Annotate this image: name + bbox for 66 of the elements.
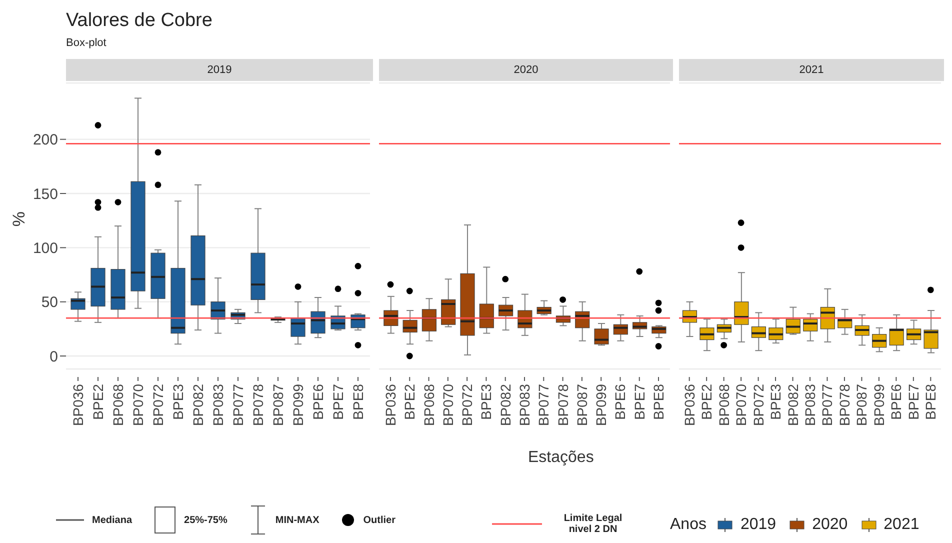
x-tick-label: BP087	[574, 384, 590, 426]
text: Mediana	[92, 514, 132, 526]
x-tick-label: BP068	[420, 384, 437, 426]
text: 2021	[799, 64, 824, 76]
x-tick-label: BPE7	[905, 384, 922, 420]
x-tick-label: BPE6	[310, 384, 326, 420]
chart-title: Valores de Cobre	[66, 10, 212, 32]
x-tick-label: BPE3	[170, 384, 186, 420]
x-tick-label: BP083	[802, 384, 818, 426]
x-tick-label: BP070	[733, 384, 750, 426]
legend-label: Limite Legal nivel 2 DN	[562, 513, 624, 535]
text: MIN-MAX	[275, 514, 320, 526]
x-tick-label: BP099	[290, 384, 306, 426]
legend-label: 2020	[812, 516, 848, 534]
y-tick-label: 200	[32, 132, 58, 149]
y-tick-label: 100	[32, 240, 58, 257]
x-tick-label: BP070	[440, 384, 456, 426]
y-tick-label: 50	[41, 294, 58, 312]
x-tick-label: BP072	[150, 384, 166, 426]
x-tick-label: BPE8	[350, 384, 366, 420]
x-tick-label: BP083	[210, 384, 226, 426]
x-tick-label: BPE7	[631, 384, 648, 420]
x-tick-label: BPE8	[922, 384, 939, 420]
x-tick-label: BP077	[230, 384, 246, 426]
chart-subtitle: Box-plot	[66, 37, 106, 49]
text: Outlier	[363, 514, 396, 526]
text: 2019	[207, 64, 232, 76]
x-tick-label: BP072	[750, 384, 766, 426]
y-tick-label: 0	[50, 348, 58, 366]
y-axis-title: %	[10, 211, 30, 227]
x-tick-label: BP068	[716, 384, 732, 426]
x-tick-label: BP036	[382, 384, 398, 426]
x-tick-label: BPE3	[768, 384, 784, 420]
x-tick-label: BPE6	[612, 384, 628, 420]
x-tick-label: BP099	[593, 384, 610, 426]
x-axis-title: Estações	[528, 449, 594, 467]
x-tick-label: BP077	[819, 384, 836, 426]
x-tick-label: BPE8	[650, 384, 667, 420]
x-tick-label: BP082	[497, 384, 514, 426]
x-tick-label: BP083	[516, 384, 532, 426]
x-tick-label: BP036	[681, 384, 698, 426]
x-tick-label: BP087	[270, 384, 286, 426]
x-tick-label: BP068	[110, 384, 126, 426]
legend-label: 2021	[884, 516, 920, 534]
y-tick-label: 150	[32, 186, 58, 203]
x-tick-label: BP082	[190, 384, 206, 426]
x-tick-label: BPE2	[90, 384, 106, 420]
legend-label: 2019	[740, 516, 776, 534]
text: 25%-75%	[184, 514, 228, 526]
x-tick-label: BPE7	[330, 384, 346, 420]
x-tick-label: BP078	[554, 384, 571, 426]
x-tick-label: BP078	[836, 384, 852, 426]
x-tick-label: BP036	[70, 384, 86, 426]
x-tick-label: BPE3	[478, 384, 494, 420]
x-tick-label: BP087	[854, 384, 870, 426]
x-tick-label: BP077	[536, 384, 552, 426]
x-tick-label: BPE6	[888, 384, 904, 420]
x-tick-label: BP099	[870, 384, 887, 426]
x-tick-label: BP070	[130, 384, 146, 426]
x-tick-label: BP078	[250, 384, 266, 426]
x-tick-label: BP082	[784, 384, 801, 426]
x-tick-label: BPE2	[402, 384, 418, 420]
legend-title: Anos	[670, 516, 706, 534]
x-tick-label: BP072	[459, 384, 476, 426]
text: 2020	[514, 64, 538, 76]
x-tick-label: BPE2	[698, 384, 715, 420]
